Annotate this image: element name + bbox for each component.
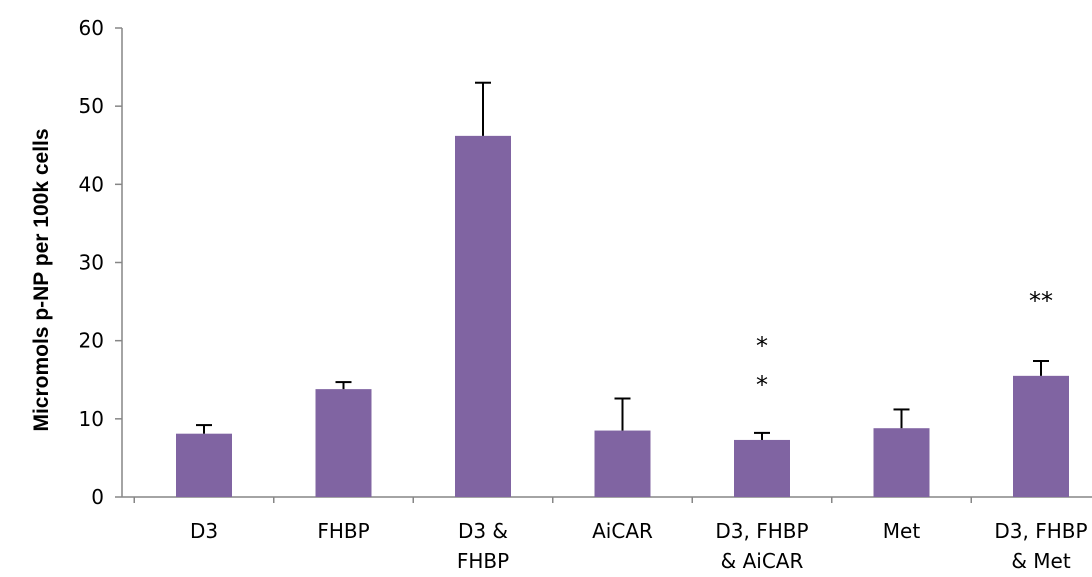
y-tick-label: 0 <box>91 485 104 509</box>
y-tick-label: 10 <box>79 407 104 431</box>
bar <box>315 389 372 497</box>
bar <box>734 439 790 497</box>
error-bars <box>196 81 1049 440</box>
x-category-label: D3, FHBP <box>994 519 1087 543</box>
x-category-label: FHBP <box>317 519 369 543</box>
x-category-label: Met <box>883 519 921 543</box>
x-category-label: AiCAR <box>592 519 653 543</box>
y-tick-label: 60 <box>79 16 104 40</box>
bar <box>873 428 930 497</box>
labels: 0 10 20 30 40 50 60 D3 FHBP D3 & FHBP AiCAR D3, FHBP… <box>79 16 1088 573</box>
bar <box>455 135 511 497</box>
x-category-label: FHBP <box>457 549 509 573</box>
bars <box>176 135 1069 497</box>
y-tick-label: 20 <box>79 329 104 353</box>
x-category-label: & Met <box>1011 549 1071 573</box>
significance-annotation: ** <box>1029 287 1053 315</box>
bar <box>594 430 651 497</box>
significance-annotation: * <box>756 371 768 399</box>
y-tick-label: 30 <box>79 251 104 275</box>
y-tick-label: 50 <box>79 94 104 118</box>
y-tick-label: 40 <box>79 172 104 196</box>
y-axis-label: Micromols p-NP per 100k cells <box>30 128 53 431</box>
bar <box>1013 375 1069 497</box>
significance-annotation: * <box>756 332 768 360</box>
x-category-label: D3 & <box>458 519 508 543</box>
x-category-label: D3 <box>190 519 218 543</box>
x-category-label: D3, FHBP <box>715 519 808 543</box>
x-category-label: & AiCAR <box>721 549 804 573</box>
bar <box>176 433 232 497</box>
